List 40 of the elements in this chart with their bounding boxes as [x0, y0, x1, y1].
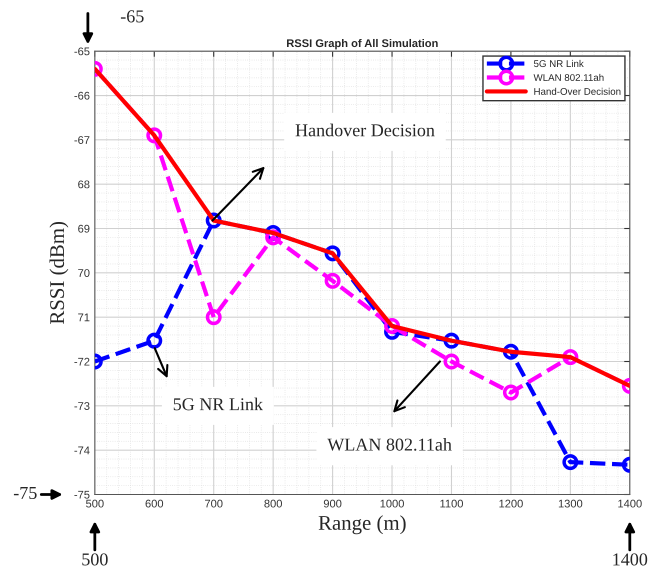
y-tick-label: 71 [78, 314, 90, 322]
y-tick-label: 68 [78, 180, 90, 188]
annotation: 5G NR Link [174, 398, 264, 410]
x-tick-label: 1100 [440, 500, 463, 508]
y-tick-label: -66 [74, 92, 90, 100]
point [562, 454, 578, 470]
x-tick-label: 800 [264, 500, 282, 508]
x-tick-label: 900 [324, 500, 342, 508]
legend-label: Hand-Over Decision [534, 88, 620, 95]
x-tick-label: 1300 [558, 500, 582, 508]
text: -75 [14, 487, 37, 500]
text: 1400 [613, 553, 648, 566]
x-tick-label: 1000 [380, 500, 404, 508]
y-axis-title: RSSI (dBm) [49, 222, 68, 324]
text: 500 [82, 553, 108, 566]
y-tick-label: 69 [78, 224, 90, 233]
x-tick-label: 1400 [618, 500, 642, 508]
x-tick-label: 500 [86, 500, 104, 508]
chart-title: RSSI Graph of All Simulation [287, 38, 438, 50]
annotation: WLAN 802.11ah [327, 438, 452, 451]
annotation: Handover Decision [296, 124, 435, 136]
point [324, 272, 341, 289]
legend-label: 5G NR Link [534, 60, 584, 68]
text: -65 [120, 10, 144, 22]
y-tick-label: -72 [74, 358, 90, 366]
x-tick-label: 600 [146, 500, 164, 508]
point [146, 332, 162, 349]
x-tick-label: 700 [205, 500, 223, 508]
x-axis-title: Range (m) [318, 515, 406, 534]
y-tick-label: -74 [74, 446, 90, 454]
point [206, 309, 222, 326]
y-tick-label: -75 [74, 490, 90, 499]
x-tick-label: 1200 [499, 500, 523, 508]
point [443, 354, 460, 370]
legend-label: WLAN 802.11ah [534, 74, 604, 81]
point [502, 384, 519, 401]
y-tick-label: 70 [78, 269, 90, 277]
y-tick-label: -67 [74, 136, 90, 144]
y-tick-label: -65 [74, 47, 90, 56]
y-tick-label: -73 [74, 402, 90, 410]
